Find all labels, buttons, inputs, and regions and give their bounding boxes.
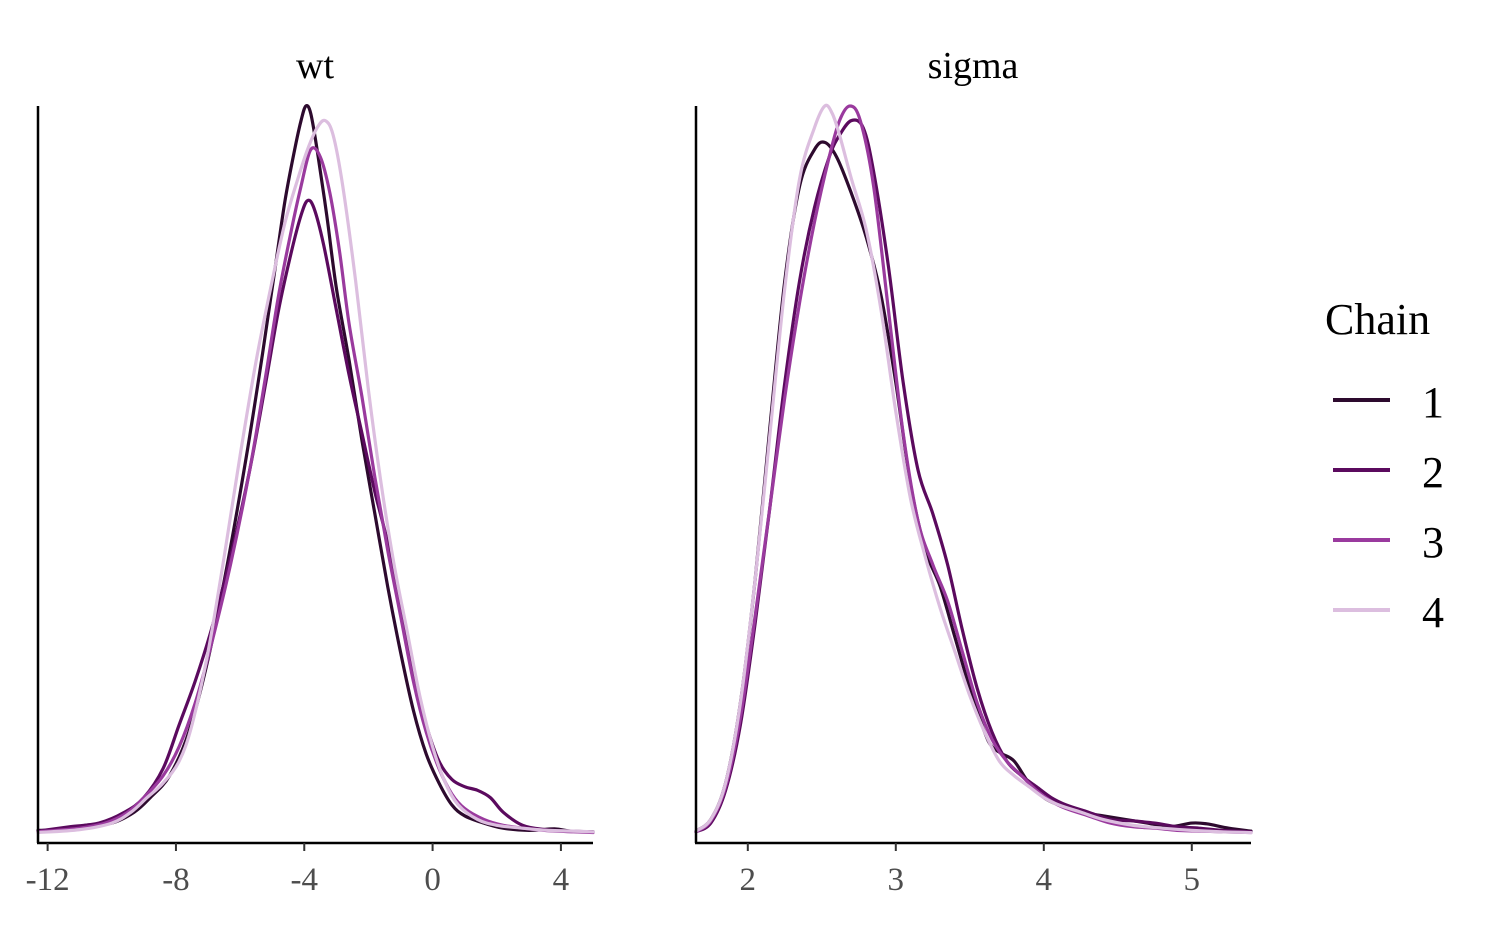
density-line-sigma-chain-3	[694, 104, 1253, 835]
x-tick-label: -4	[291, 862, 319, 898]
panel-title-sigma: sigma	[928, 45, 1019, 87]
legend-items: 1 2 3 4	[1333, 378, 1444, 637]
panel-wt: wt -12 -8 -4 0 4	[26, 45, 595, 898]
density-line-sigma-chain-1	[694, 140, 1253, 833]
x-tick-label: -8	[162, 862, 190, 898]
panel-sigma: sigma 2 3 4 5	[694, 45, 1253, 898]
x-tick-label: 0	[424, 862, 441, 898]
x-tick-label: -12	[26, 862, 70, 898]
x-tick-label: 5	[1184, 862, 1201, 898]
legend-label-chain-4: 4	[1422, 588, 1444, 637]
density-lines-sigma	[694, 103, 1253, 835]
legend-title: Chain	[1325, 295, 1430, 344]
panel-title-wt: wt	[296, 45, 334, 87]
density-line-wt-chain-3	[36, 146, 595, 835]
density-line-sigma-chain-2	[694, 118, 1253, 834]
density-line-wt-chain-4	[36, 118, 595, 835]
density-lines-wt	[36, 104, 595, 835]
x-tick-label: 4	[1036, 862, 1053, 898]
legend-label-chain-1: 1	[1422, 378, 1444, 427]
x-ticks-wt: -12 -8 -4 0 4	[26, 843, 570, 898]
legend: Chain 1 2 3 4	[1325, 295, 1444, 637]
x-ticks-sigma: 2 3 4 5	[740, 843, 1201, 898]
legend-label-chain-2: 2	[1422, 448, 1444, 497]
x-tick-label: 3	[888, 862, 905, 898]
density-line-sigma-chain-4	[694, 103, 1253, 835]
density-line-wt-chain-2	[36, 198, 595, 834]
legend-label-chain-3: 3	[1422, 518, 1444, 567]
x-tick-label: 2	[740, 862, 757, 898]
x-tick-label: 4	[553, 862, 570, 898]
